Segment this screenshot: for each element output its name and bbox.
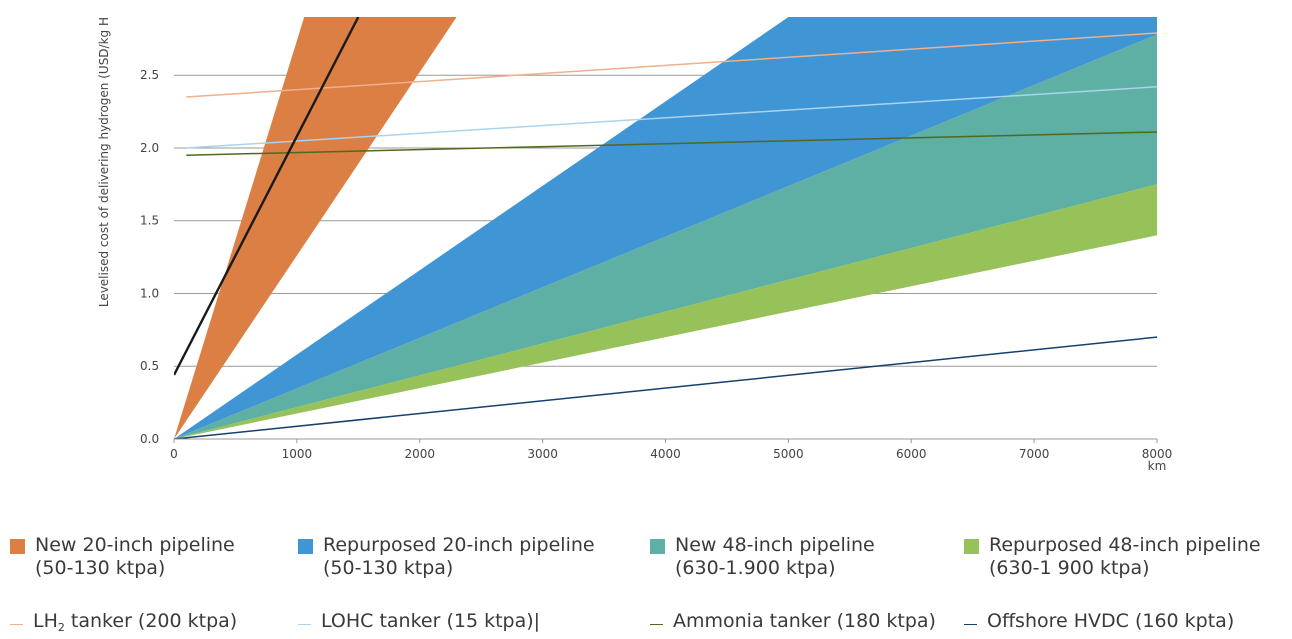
band-1 <box>174 17 1157 439</box>
legend-label: New 20-inch pipeline <box>35 534 235 556</box>
y-tick-label: 2.0 <box>140 141 159 155</box>
series-line-0 <box>186 32 1157 98</box>
x-tick-label: 0 <box>170 447 178 461</box>
legend-item-offshore-hvdc: Offshore HVDC (160 kpta) <box>964 610 1234 633</box>
legend-label-sub: (630-1.900 ktpa) <box>675 557 836 579</box>
series-lines <box>174 17 1157 439</box>
series-line-2 <box>186 131 1157 156</box>
y-axis-label: Levelised cost of delivering hydrogen (U… <box>97 17 111 307</box>
area-bands <box>174 17 1157 439</box>
legend-swatch-new-48-inch <box>650 539 665 554</box>
band-0 <box>174 17 457 439</box>
x-tick-label: 5000 <box>773 447 804 461</box>
legend-swatch-offshore-hvdc <box>964 624 977 625</box>
legend-swatch-new-20-inch <box>10 539 25 554</box>
legend-swatch-repurposed-20-inch <box>298 539 313 554</box>
y-tick-label: 2.5 <box>140 68 159 82</box>
legend-item-repurposed-48-inch: Repurposed 48-inch pipeline (630-1 900 kt… <box>964 534 1261 580</box>
legend-label-sub: (50-130 ktpa) <box>35 557 166 579</box>
x-tick-label: 7000 <box>1019 447 1050 461</box>
legend-label: Repurposed 20-inch pipeline <box>323 534 595 556</box>
y-tick-label: 0.0 <box>140 432 159 446</box>
legend-item-new-20-inch: New 20-inch pipeline (50-130 ktpa) <box>10 534 235 580</box>
y-tick-label: 0.5 <box>140 359 159 373</box>
legend: New 20-inch pipeline (50-130 ktpa) Repurp… <box>0 532 1292 634</box>
legend-item-new-48-inch: New 48-inch pipeline (630-1.900 ktpa) <box>650 534 875 580</box>
y-tick-labels: 0.0 0.5 1.0 1.5 2.0 2.5 <box>140 68 159 446</box>
y-tick-label: 1.5 <box>140 214 159 228</box>
legend-label: Repurposed 48-inch pipeline <box>989 534 1261 556</box>
x-tick-label: 8000 <box>1142 447 1173 461</box>
x-tick-label: 3000 <box>527 447 558 461</box>
x-axis-unit-label: km <box>1148 459 1167 473</box>
legend-item-lh2-tanker: LH2 tanker (200 ktpa) <box>10 610 237 639</box>
series-line-4 <box>174 17 360 376</box>
band-3 <box>174 184 1157 439</box>
legend-label: Offshore HVDC (160 kpta) <box>987 610 1235 632</box>
legend-item-repurposed-20-inch: Repurposed 20-inch pipeline (50-130 ktpa) <box>298 534 595 580</box>
x-tick-labels: 0 1000 2000 3000 4000 5000 6000 7000 8000 <box>170 439 1172 461</box>
series-line-1 <box>186 86 1157 149</box>
y-tick-label: 1.0 <box>140 286 159 300</box>
series-line-3 <box>174 336 1157 439</box>
legend-label-sub: (630-1 900 ktpa) <box>989 557 1150 579</box>
band-2 <box>174 34 1157 439</box>
legend-item-ammonia-tanker: Ammonia tanker (180 ktpa) <box>650 610 936 633</box>
legend-swatch-lh2-tanker <box>10 624 23 625</box>
chart: 0 1000 2000 3000 4000 5000 6000 7000 8000 0.0 0.5… <box>97 17 1172 473</box>
legend-swatch-ammonia-tanker <box>650 624 663 625</box>
x-tick-label: 2000 <box>404 447 435 461</box>
legend-label: LOHC tanker (15 ktpa)| <box>321 610 541 632</box>
legend-label-sub: (50-130 ktpa) <box>323 557 454 579</box>
legend-swatch-lohc-tanker <box>298 624 311 625</box>
legend-label: LH2 tanker (200 ktpa) <box>33 610 238 634</box>
legend-swatch-repurposed-48-inch <box>964 539 979 554</box>
legend-label: New 48-inch pipeline <box>675 534 875 556</box>
x-tick-label: 4000 <box>650 447 681 461</box>
legend-item-lohc-tanker: LOHC tanker (15 ktpa)| <box>298 610 540 633</box>
x-tick-label: 6000 <box>896 447 927 461</box>
x-tick-label: 1000 <box>282 447 313 461</box>
legend-label: Ammonia tanker (180 ktpa) <box>673 610 936 632</box>
